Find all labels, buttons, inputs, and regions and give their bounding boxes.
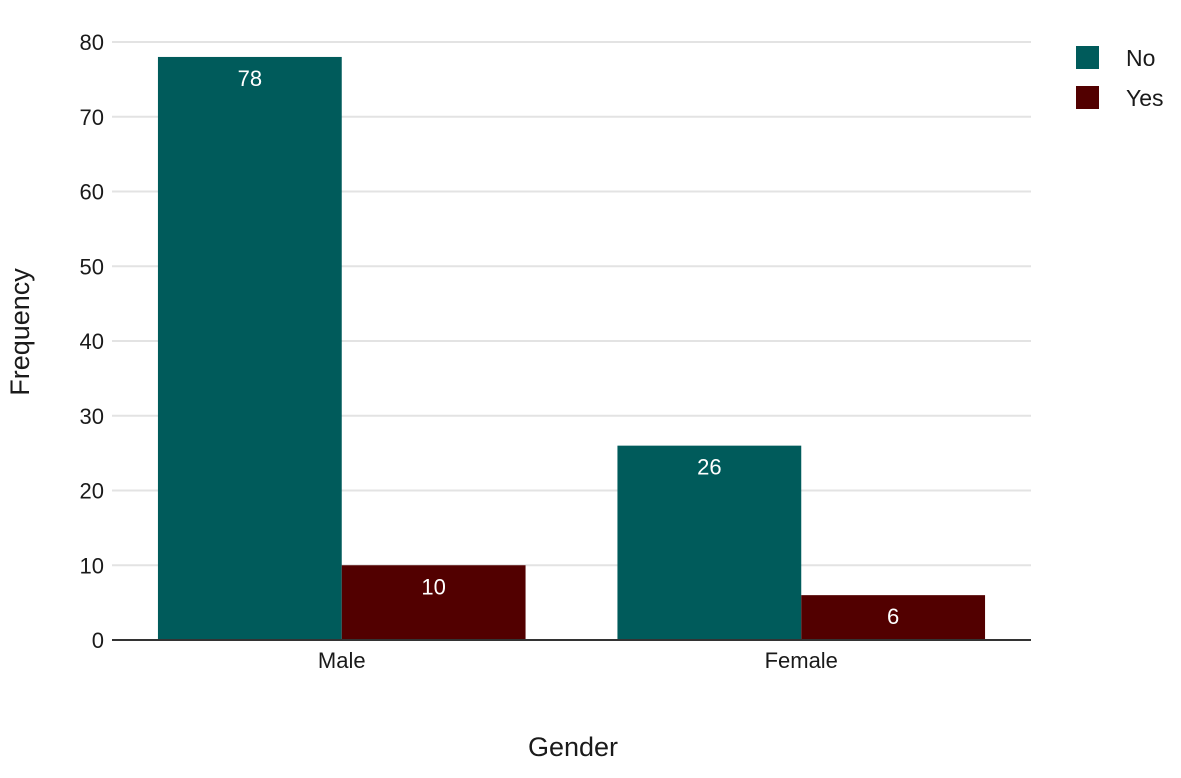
legend-label-yes: Yes (1126, 85, 1164, 111)
legend: No Yes (1076, 45, 1164, 111)
bar-value-label: 26 (697, 455, 721, 480)
legend-label-no: No (1126, 45, 1155, 71)
y-tick-label: 40 (80, 329, 104, 354)
y-axis-title: Frequency (5, 268, 35, 396)
y-tick-label: 10 (80, 553, 104, 578)
bar-value-label: 6 (887, 604, 899, 629)
y-tick-label: 60 (80, 180, 104, 205)
y-tick-label: 80 (80, 30, 104, 55)
legend-swatch-yes (1076, 86, 1099, 109)
bar-yes-male (341, 565, 526, 640)
y-tick-label: 70 (80, 105, 104, 130)
axes: 0 10 20 30 40 50 60 70 80 Male Female (80, 30, 1031, 673)
x-tick-label: Male (318, 648, 366, 673)
x-axis-title: Gender (528, 732, 618, 762)
y-tick-label: 30 (80, 404, 104, 429)
bar-value-label: 78 (238, 66, 262, 91)
bar-no-female (617, 445, 802, 640)
bar-yes-female (801, 595, 986, 640)
y-tick-label: 0 (92, 628, 104, 653)
bars (157, 56, 986, 640)
bar-value-label: 10 (421, 574, 445, 599)
x-tick-label: Female (765, 648, 838, 673)
legend-swatch-no (1076, 46, 1099, 69)
y-tick-label: 50 (80, 254, 104, 279)
y-tick-label: 20 (80, 479, 104, 504)
bar-no-male (157, 56, 342, 640)
data-labels: 78 10 26 6 (238, 66, 900, 629)
